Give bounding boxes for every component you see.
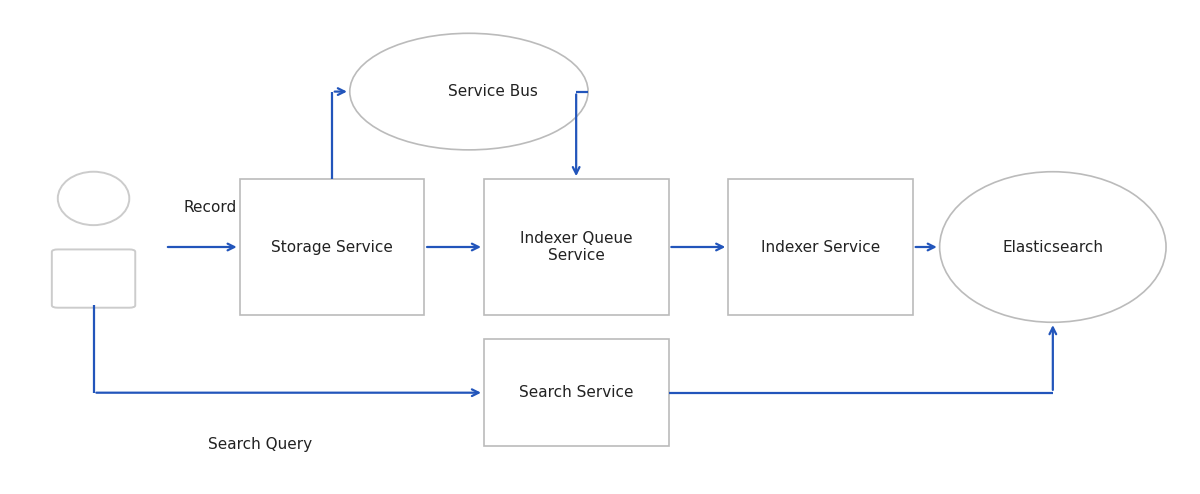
Bar bbox=[484, 339, 668, 446]
Text: Indexer Queue
Service: Indexer Queue Service bbox=[520, 231, 632, 263]
Text: Search Query: Search Query bbox=[209, 437, 312, 453]
Ellipse shape bbox=[349, 33, 588, 150]
Ellipse shape bbox=[58, 172, 130, 225]
Ellipse shape bbox=[940, 172, 1166, 322]
Text: Record: Record bbox=[184, 201, 236, 215]
FancyBboxPatch shape bbox=[52, 249, 136, 308]
Bar bbox=[240, 179, 425, 315]
Bar bbox=[728, 179, 913, 315]
Text: Elasticsearch: Elasticsearch bbox=[1002, 240, 1103, 254]
Text: Search Service: Search Service bbox=[518, 385, 634, 400]
Bar bbox=[484, 179, 668, 315]
Text: Indexer Service: Indexer Service bbox=[761, 240, 880, 254]
Text: Storage Service: Storage Service bbox=[271, 240, 392, 254]
Text: Service Bus: Service Bus bbox=[448, 84, 538, 99]
